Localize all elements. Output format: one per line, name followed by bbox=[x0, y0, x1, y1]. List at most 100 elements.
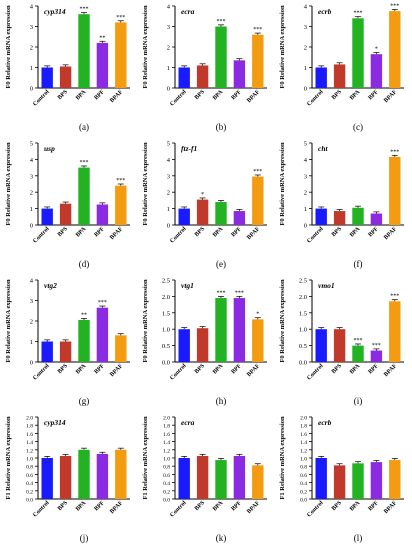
significance-mark: *** bbox=[390, 149, 399, 155]
y-tick-label: 2 bbox=[30, 45, 33, 52]
y-tick-label: 0.0 bbox=[300, 498, 307, 504]
bar-bpa bbox=[352, 207, 364, 225]
significance-mark: *** bbox=[390, 294, 399, 300]
x-tick-label: BPA bbox=[349, 500, 362, 513]
y-tick-label: 0.8 bbox=[163, 465, 170, 471]
x-tick-label: Control bbox=[306, 89, 325, 108]
y-axis-label: F1 Relative mRNA expression bbox=[279, 416, 286, 499]
y-tick-label: 0.6 bbox=[163, 473, 170, 479]
x-tick-label: BPA bbox=[75, 226, 88, 239]
bar-bpaf bbox=[389, 301, 401, 362]
bar-bps bbox=[333, 64, 346, 88]
y-tick-label: 0.5 bbox=[299, 343, 307, 350]
y-tick-label: 1.4 bbox=[300, 440, 307, 446]
bar-bps bbox=[196, 65, 209, 88]
y-tick-label: 0.2 bbox=[300, 489, 307, 495]
bar-control bbox=[41, 341, 53, 362]
y-axis-label: F0 Relative mRNA expression bbox=[142, 279, 149, 362]
significance-mark: *** bbox=[98, 300, 107, 306]
significance-mark: *** bbox=[80, 7, 89, 13]
y-tick-label: 0.0 bbox=[299, 360, 307, 367]
y-tick-label: 2.5 bbox=[162, 278, 170, 285]
y-tick-label: 4 bbox=[30, 157, 34, 164]
bar-bpa bbox=[215, 202, 227, 225]
x-tick-label: BPF bbox=[368, 226, 380, 238]
y-tick-label: 2 bbox=[30, 319, 33, 326]
significance-mark: *** bbox=[372, 343, 381, 349]
y-tick-label: 0 bbox=[304, 86, 307, 93]
gene-title: cyp314 bbox=[44, 7, 66, 16]
bar-bpa bbox=[352, 463, 364, 499]
y-tick-label: 0.8 bbox=[300, 465, 307, 471]
x-tick-label: BPAF bbox=[383, 226, 398, 241]
x-tick-label: BPAF bbox=[383, 363, 398, 378]
bar-bpf bbox=[370, 462, 383, 499]
bar-bpf bbox=[96, 42, 109, 88]
panel-label: (l) bbox=[354, 533, 363, 543]
x-tick-label: BPA bbox=[75, 500, 88, 513]
bar-bpa bbox=[78, 167, 90, 225]
y-tick-label: 0 bbox=[30, 86, 33, 93]
bar-bpa bbox=[215, 26, 227, 88]
y-tick-label: 1.0 bbox=[300, 457, 307, 463]
bar-control bbox=[178, 329, 190, 362]
bar-bpaf bbox=[252, 319, 264, 362]
y-tick-label: 5 bbox=[30, 141, 33, 148]
chart-panel-8: 0.0 0.5 1.0 1.5 2.0 2.5 F0 Relative mRNA expre… bbox=[142, 278, 267, 406]
significance-mark: *** bbox=[390, 3, 399, 9]
y-axis-label: F0 Relative mRNA expression bbox=[142, 142, 149, 225]
gene-title: vtg2 bbox=[44, 281, 57, 290]
bar-bpaf bbox=[389, 11, 401, 88]
x-tick-label: BPF bbox=[368, 89, 380, 101]
y-tick-label: 4 bbox=[304, 157, 308, 164]
y-axis-label: F0 Relative mRNA expression bbox=[5, 279, 12, 362]
y-tick-label: 2.0 bbox=[299, 294, 307, 301]
y-tick-label: 0.6 bbox=[300, 473, 307, 479]
y-tick-label: 1.6 bbox=[300, 432, 307, 438]
chart-panel-10: 0.0 0.2 0.4 0.6 0.8 1.0 1.2 1.4 1.6 1.8 2.0 F1 Rela… bbox=[5, 416, 130, 543]
bar-bpa bbox=[215, 298, 227, 362]
y-axis-label: F0 Relative mRNA expression bbox=[142, 5, 149, 88]
panel-label: (h) bbox=[216, 396, 227, 406]
bar-bps bbox=[59, 341, 72, 362]
chart-panel-6: 0 1 2 3 4 5 F0 Relative mRNA expression cht Cont… bbox=[279, 141, 404, 269]
x-tick-label: BPS bbox=[57, 363, 69, 375]
significance-mark: *** bbox=[116, 15, 125, 21]
bar-bps bbox=[59, 455, 72, 499]
significance-mark: ** bbox=[99, 35, 105, 41]
x-tick-label: Control bbox=[306, 363, 325, 382]
bar-bpaf bbox=[115, 449, 127, 499]
y-tick-label: 0.4 bbox=[300, 481, 307, 487]
y-tick-label: 1.6 bbox=[163, 432, 170, 438]
y-tick-label: 2 bbox=[304, 45, 307, 52]
x-tick-label: BPA bbox=[212, 363, 225, 376]
panel-label: (a) bbox=[79, 122, 89, 132]
panel-label: (c) bbox=[353, 122, 363, 132]
x-tick-label: Control bbox=[169, 500, 188, 519]
bar-control bbox=[178, 458, 190, 499]
x-tick-label: BPAF bbox=[246, 363, 261, 378]
y-tick-label: 2 bbox=[167, 190, 170, 197]
x-tick-label: BPA bbox=[349, 226, 362, 239]
chart-panel-7: 0 1 2 3 4 F0 Relative mRNA expression vtg2 Cont… bbox=[5, 278, 130, 406]
y-tick-label: 1 bbox=[30, 206, 33, 213]
x-tick-label: Control bbox=[169, 89, 188, 108]
x-tick-label: BPAF bbox=[109, 500, 124, 515]
x-tick-label: BPAF bbox=[109, 363, 124, 378]
gene-title: cyp314 bbox=[44, 418, 66, 427]
panel-label: (b) bbox=[216, 122, 227, 132]
y-tick-label: 3 bbox=[304, 173, 307, 180]
panel-label: (f) bbox=[354, 259, 363, 269]
y-axis-label: F0 Relative mRNA expression bbox=[5, 5, 12, 88]
x-tick-label: BPS bbox=[57, 226, 69, 238]
y-tick-label: 3 bbox=[167, 24, 170, 31]
bar-control bbox=[315, 67, 327, 88]
gene-title: ecra bbox=[181, 418, 195, 427]
x-tick-label: Control bbox=[306, 500, 325, 519]
y-tick-label: 3 bbox=[167, 173, 170, 180]
x-tick-label: BPS bbox=[194, 226, 206, 238]
panel-label: (j) bbox=[80, 533, 89, 543]
y-tick-label: 0 bbox=[30, 360, 33, 367]
x-tick-label: BPF bbox=[94, 500, 106, 512]
